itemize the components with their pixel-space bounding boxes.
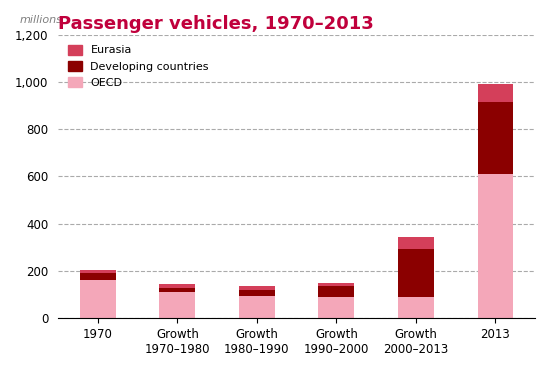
Bar (318, 297, 354, 318)
Bar (239, 296, 275, 318)
Bar (398, 249, 434, 297)
Bar (160, 284, 195, 288)
Legend: Eurasia, Developing countries, OECD: Eurasia, Developing countries, OECD (64, 40, 213, 92)
Bar (477, 84, 513, 102)
Bar (477, 102, 513, 174)
Text: millions: millions (20, 15, 63, 25)
Bar (160, 292, 195, 318)
Bar (239, 290, 275, 296)
Bar (477, 174, 513, 318)
Bar (239, 286, 275, 290)
Bar (80, 280, 116, 318)
Bar (80, 273, 116, 280)
Bar (318, 286, 354, 297)
Bar (160, 288, 195, 292)
Bar (80, 270, 116, 273)
Bar (318, 283, 354, 286)
Text: Passenger vehicles, 1970–2013: Passenger vehicles, 1970–2013 (58, 15, 374, 33)
Bar (398, 297, 434, 318)
Bar (398, 237, 434, 249)
